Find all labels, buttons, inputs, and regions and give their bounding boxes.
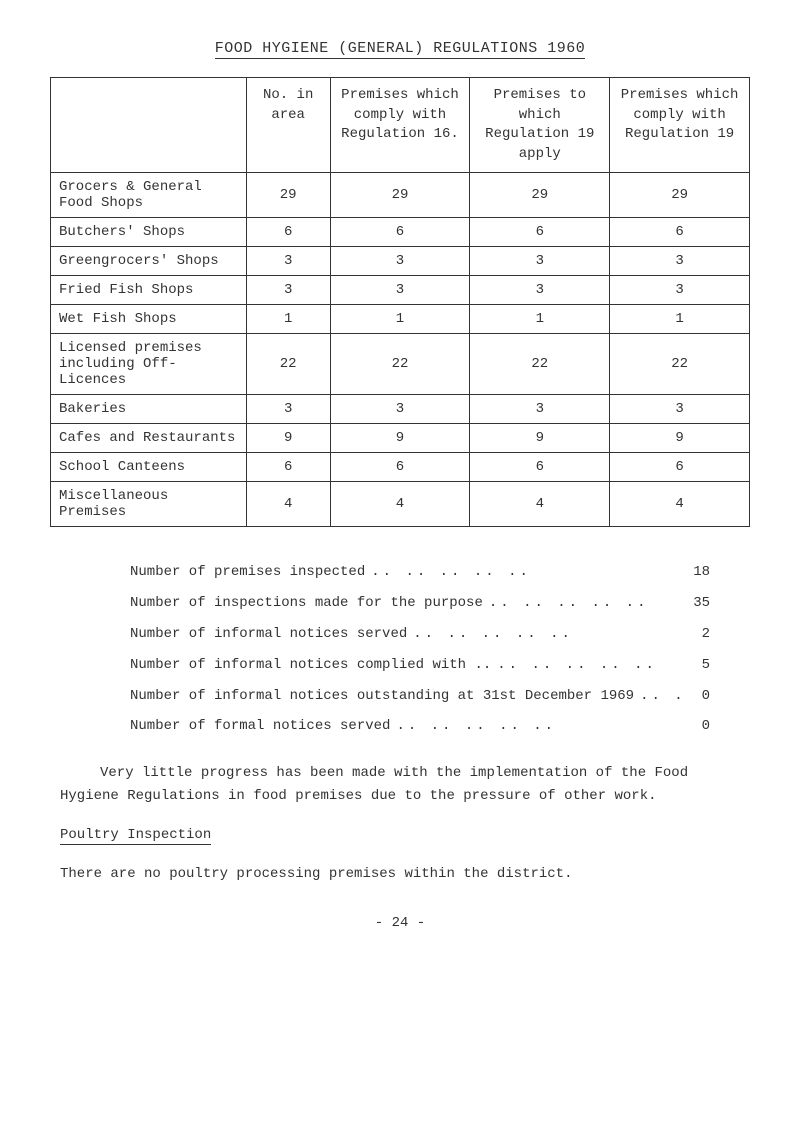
cell-value: 6 [470, 453, 610, 482]
cell-value: 4 [610, 482, 750, 527]
cell-value: 22 [470, 334, 610, 395]
stat-value: 35 [686, 588, 710, 619]
dot-leader: .. .. .. .. .. [634, 681, 686, 712]
row-label: Wet Fish Shops [51, 305, 247, 334]
row-label: Grocers & General Food Shops [51, 173, 247, 218]
table-row: Cafes and Restaurants9999 [51, 424, 750, 453]
cell-value: 3 [330, 247, 470, 276]
stat-line: Number of premises inspected.. .. .. .. … [130, 557, 710, 588]
cell-value: 3 [610, 395, 750, 424]
cell-value: 6 [330, 453, 470, 482]
dot-leader: .. .. .. .. .. [407, 619, 686, 650]
stat-value: 18 [686, 557, 710, 588]
row-label: Bakeries [51, 395, 247, 424]
dot-leader: .. .. .. .. .. [365, 557, 686, 588]
cell-value: 4 [470, 482, 610, 527]
subheading: Poultry Inspection [60, 827, 740, 843]
cell-value: 3 [610, 247, 750, 276]
cell-value: 29 [610, 173, 750, 218]
stat-line: Number of informal notices outstanding a… [130, 681, 710, 712]
row-label: Butchers' Shops [51, 218, 247, 247]
cell-value: 9 [610, 424, 750, 453]
cell-value: 3 [610, 276, 750, 305]
row-label: Licensed premises including Off-Licences [51, 334, 247, 395]
table-row: Grocers & General Food Shops29292929 [51, 173, 750, 218]
regulations-table: No. in area Premises which comply with R… [50, 77, 750, 527]
cell-value: 29 [330, 173, 470, 218]
table-row: School Canteens6666 [51, 453, 750, 482]
cell-value: 3 [330, 395, 470, 424]
stat-line: Number of informal notices complied with… [130, 650, 710, 681]
cell-value: 3 [470, 276, 610, 305]
table-row: Miscellaneous Premises4444 [51, 482, 750, 527]
dot-leader: .. .. .. .. .. [491, 650, 686, 681]
cell-value: 3 [246, 395, 330, 424]
row-label: Fried Fish Shops [51, 276, 247, 305]
cell-value: 9 [470, 424, 610, 453]
stat-line: Number of formal notices served.. .. .. … [130, 711, 710, 742]
final-text: There are no poultry processing premises… [60, 863, 740, 885]
page-number: - 24 - [50, 915, 750, 931]
stat-line: Number of informal notices served.. .. .… [130, 619, 710, 650]
subheading-text: Poultry Inspection [60, 827, 211, 845]
cell-value: 1 [610, 305, 750, 334]
stat-line: Number of inspections made for the purpo… [130, 588, 710, 619]
col-comply-16: Premises which comply with Regulation 16… [330, 78, 470, 173]
cell-value: 3 [470, 247, 610, 276]
cell-value: 9 [330, 424, 470, 453]
table-row: Licensed premises including Off-Licences… [51, 334, 750, 395]
cell-value: 29 [246, 173, 330, 218]
dot-leader: .. .. .. .. .. [483, 588, 686, 619]
cell-value: 9 [246, 424, 330, 453]
stat-value: 0 [686, 711, 710, 742]
cell-value: 3 [246, 247, 330, 276]
stat-label: Number of informal notices served [130, 619, 407, 650]
cell-value: 1 [246, 305, 330, 334]
cell-value: 1 [330, 305, 470, 334]
table-header-row: No. in area Premises which comply with R… [51, 78, 750, 173]
stat-value: 5 [686, 650, 710, 681]
cell-value: 6 [246, 453, 330, 482]
cell-value: 6 [470, 218, 610, 247]
stat-value: 2 [686, 619, 710, 650]
cell-value: 6 [246, 218, 330, 247]
cell-value: 22 [610, 334, 750, 395]
cell-value: 6 [610, 218, 750, 247]
cell-value: 3 [470, 395, 610, 424]
table-row: Bakeries3333 [51, 395, 750, 424]
cell-value: 1 [470, 305, 610, 334]
cell-value: 6 [330, 218, 470, 247]
col-reg-19-apply: Premises to which Regulation 19 apply [470, 78, 610, 173]
row-label: Cafes and Restaurants [51, 424, 247, 453]
stat-label: Number of formal notices served [130, 711, 390, 742]
document-title: FOOD HYGIENE (GENERAL) REGULATIONS 1960 [50, 40, 750, 57]
cell-value: 4 [330, 482, 470, 527]
table-row: Fried Fish Shops3333 [51, 276, 750, 305]
stat-label: Number of inspections made for the purpo… [130, 588, 483, 619]
cell-value: 22 [330, 334, 470, 395]
cell-value: 3 [246, 276, 330, 305]
stats-block: Number of premises inspected.. .. .. .. … [130, 557, 710, 742]
table-row: Greengrocers' Shops3333 [51, 247, 750, 276]
row-label: Miscellaneous Premises [51, 482, 247, 527]
stat-label: Number of premises inspected [130, 557, 365, 588]
col-no-in-area: No. in area [246, 78, 330, 173]
paragraph: Very little progress has been made with … [60, 762, 740, 807]
dot-leader: .. .. .. .. .. [390, 711, 686, 742]
cell-value: 4 [246, 482, 330, 527]
col-comply-19: Premises which comply with Regulation 19 [610, 78, 750, 173]
stat-label: Number of informal notices complied with… [130, 650, 491, 681]
stat-label: Number of informal notices outstanding a… [130, 681, 634, 712]
cell-value: 22 [246, 334, 330, 395]
table-row: Wet Fish Shops1111 [51, 305, 750, 334]
col-blank [51, 78, 247, 173]
cell-value: 6 [610, 453, 750, 482]
cell-value: 3 [330, 276, 470, 305]
cell-value: 29 [470, 173, 610, 218]
table-row: Butchers' Shops6666 [51, 218, 750, 247]
stat-value: 0 [686, 681, 710, 712]
row-label: Greengrocers' Shops [51, 247, 247, 276]
title-text: FOOD HYGIENE (GENERAL) REGULATIONS 1960 [215, 40, 586, 59]
row-label: School Canteens [51, 453, 247, 482]
